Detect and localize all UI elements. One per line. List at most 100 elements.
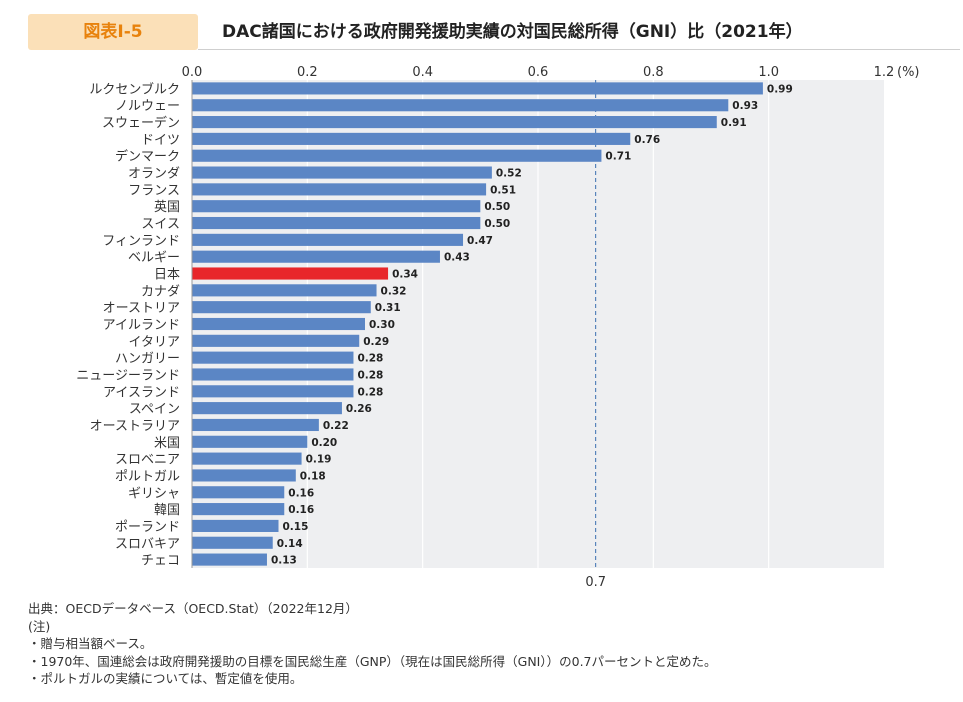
bar xyxy=(192,435,308,448)
x-axis-unit: (%) xyxy=(897,65,920,80)
figure-label: 図表Ⅰ-5 xyxy=(83,22,143,42)
category-label: ポーランド xyxy=(115,520,180,535)
value-label: 0.34 xyxy=(392,269,418,281)
value-label: 0.20 xyxy=(311,437,337,449)
bar xyxy=(192,116,717,129)
bar xyxy=(192,503,285,516)
value-label: 0.13 xyxy=(271,555,297,567)
bar xyxy=(192,519,279,532)
bar xyxy=(192,452,302,465)
bar xyxy=(192,536,273,549)
value-label: 0.22 xyxy=(323,420,349,432)
x-tick-label: 1.0 xyxy=(758,65,779,80)
value-label: 0.99 xyxy=(767,83,793,95)
value-label: 0.18 xyxy=(300,470,326,482)
category-label: カナダ xyxy=(141,284,180,299)
bar xyxy=(192,216,481,230)
value-label: 0.15 xyxy=(283,521,309,533)
value-label: 0.47 xyxy=(467,235,493,247)
category-label: アイスランド xyxy=(103,385,180,400)
header-divider xyxy=(198,49,960,50)
bar xyxy=(192,553,267,566)
value-label: 0.29 xyxy=(363,336,389,348)
value-label: 0.50 xyxy=(484,218,510,230)
bar xyxy=(192,267,389,280)
value-label: 0.28 xyxy=(357,369,383,381)
value-label: 0.50 xyxy=(484,201,510,213)
category-label: オーストリア xyxy=(103,301,180,316)
bar xyxy=(192,183,487,196)
bar xyxy=(192,149,602,162)
bar xyxy=(192,469,296,482)
value-label: 0.91 xyxy=(721,117,747,129)
category-label: スイス xyxy=(141,217,180,232)
value-label: 0.26 xyxy=(346,403,372,415)
reference-line-label: 0.7 xyxy=(585,575,606,590)
value-label: 0.31 xyxy=(375,302,401,314)
bar xyxy=(192,132,631,145)
bar xyxy=(192,284,377,297)
note-item: ・1970年、国連総会は政府開発援助の目標を国民総生産（GNP）（現在は国民総所… xyxy=(28,653,717,669)
category-label: スロベニア xyxy=(115,453,180,468)
bar xyxy=(192,99,729,112)
value-label: 0.19 xyxy=(306,454,332,466)
category-label: ポルトガル xyxy=(115,469,180,484)
category-label: スウェーデン xyxy=(102,115,180,131)
category-label: 日本 xyxy=(154,268,180,283)
value-label: 0.28 xyxy=(357,386,383,398)
category-label: ドイツ xyxy=(141,133,180,148)
bar-chart: 0.0 0.2 0.4 0.6 0.8 1.0 1.2 (%) 0.7 ルクセンブルク 0.99 ノル… xyxy=(76,65,920,590)
bar xyxy=(192,166,492,179)
bar xyxy=(192,402,342,415)
bar xyxy=(192,82,763,95)
value-label: 0.16 xyxy=(288,504,314,516)
value-label: 0.76 xyxy=(634,134,660,146)
category-label: スペイン xyxy=(129,402,180,417)
category-label: ベルギー xyxy=(128,251,180,266)
bar xyxy=(192,385,354,398)
value-label: 0.14 xyxy=(277,538,303,550)
category-label: スロバキア xyxy=(115,537,180,552)
category-label: ハンガリー xyxy=(115,352,180,367)
value-label: 0.71 xyxy=(605,151,631,163)
value-label: 0.32 xyxy=(381,285,407,297)
source-note: 出典：OECDデータベース（OECD.Stat）（2022年12月） xyxy=(28,601,358,616)
category-label: ニュージーランド xyxy=(76,368,180,383)
value-label: 0.52 xyxy=(496,168,522,180)
category-label: フランス xyxy=(128,183,180,198)
x-tick-label: 0.4 xyxy=(412,65,433,80)
category-label: 米国 xyxy=(154,436,180,451)
bar xyxy=(192,301,371,314)
bar xyxy=(192,351,354,364)
value-label: 0.93 xyxy=(732,100,758,112)
value-label: 0.51 xyxy=(490,184,516,196)
bar xyxy=(192,334,360,347)
bar xyxy=(192,486,285,499)
category-label: オーストラリア xyxy=(90,419,180,434)
figure-header: 図表Ⅰ-5 DAC諸国における政府開発援助実績の対国民総所得（GNI）比（202… xyxy=(0,0,963,60)
note-item: ・ポルトガルの実績については、暫定値を使用。 xyxy=(28,671,303,686)
category-label: ギリシャ xyxy=(128,486,180,501)
bar xyxy=(192,418,319,432)
x-tick-label: 0.2 xyxy=(297,65,318,80)
category-label: アイルランド xyxy=(103,318,180,333)
notes-heading: (注) xyxy=(28,618,51,634)
category-label: 英国 xyxy=(154,200,180,215)
x-tick-label: 1.2 xyxy=(874,65,895,80)
bar xyxy=(192,368,354,381)
category-label: 韓国 xyxy=(154,503,180,518)
category-label: ノルウェー xyxy=(115,99,180,114)
bar xyxy=(192,317,365,331)
category-label: チェコ xyxy=(141,554,180,569)
value-label: 0.28 xyxy=(357,353,383,365)
x-tick-label: 0.8 xyxy=(643,65,664,80)
x-tick-label: 0.0 xyxy=(182,65,203,80)
category-label: オランダ xyxy=(128,167,180,182)
value-label: 0.30 xyxy=(369,319,395,331)
bar xyxy=(192,233,464,246)
bar xyxy=(192,200,481,213)
notes-section: 出典：OECDデータベース（OECD.Stat）（2022年12月） (注) ・… xyxy=(28,600,948,688)
x-tick-label: 0.6 xyxy=(528,65,549,80)
value-label: 0.43 xyxy=(444,252,470,264)
bar xyxy=(192,250,440,263)
